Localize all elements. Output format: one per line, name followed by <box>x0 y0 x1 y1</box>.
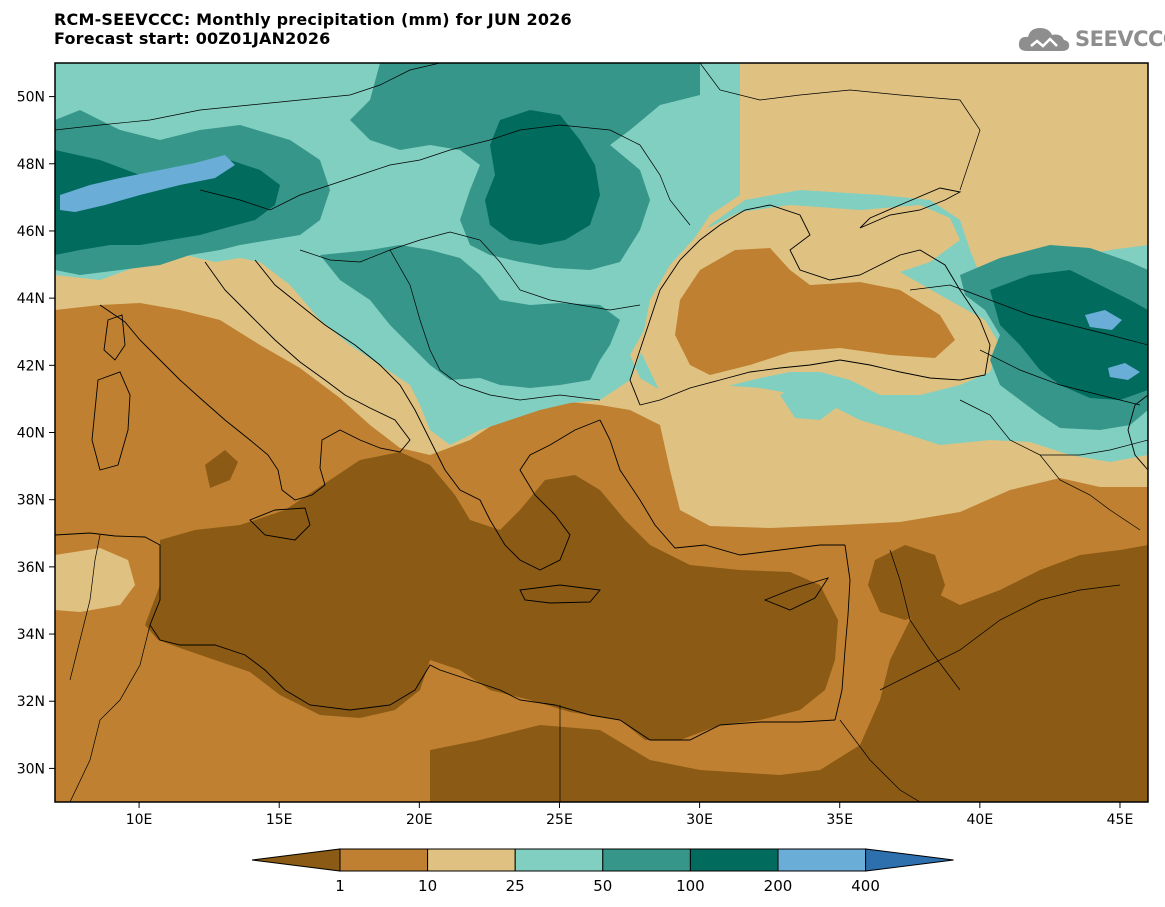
lon-label: 30E <box>686 812 713 828</box>
legend-label: 10 <box>418 877 437 895</box>
legend-label: 100 <box>676 877 705 895</box>
legend-swatch <box>690 849 778 871</box>
legend-label: 400 <box>851 877 880 895</box>
lat-label: 42N <box>17 358 45 374</box>
lat-label: 48N <box>17 157 45 173</box>
legend-swatch <box>515 849 603 871</box>
lon-label: 10E <box>126 812 153 828</box>
lat-label: 34N <box>17 627 45 643</box>
precipitation-field <box>55 63 1148 802</box>
lat-label: 38N <box>17 493 45 509</box>
legend-arrow-high <box>866 849 954 871</box>
legend-label: 50 <box>593 877 612 895</box>
lat-label: 36N <box>17 560 45 576</box>
legend-swatch <box>778 849 866 871</box>
legend-swatch <box>340 849 428 871</box>
lat-label: 32N <box>17 694 45 710</box>
legend-arrow-low <box>252 849 340 871</box>
latitude-axis: 50N 48N 46N 44N 42N 40N 38N 36N 34N 32N 30N <box>17 90 55 778</box>
longitude-axis: 10E 15E 20E 25E 30E 35E 40E 45E <box>126 802 1134 828</box>
legend-label: 1 <box>335 877 345 895</box>
lat-label: 40N <box>17 426 45 442</box>
lon-label: 20E <box>406 812 433 828</box>
legend-swatch <box>603 849 691 871</box>
lon-label: 35E <box>826 812 853 828</box>
lon-label: 45E <box>1107 812 1134 828</box>
legend-label: 25 <box>506 877 525 895</box>
lat-label: 46N <box>17 224 45 240</box>
lon-label: 40E <box>967 812 994 828</box>
lat-label: 50N <box>17 90 45 106</box>
lon-label: 25E <box>546 812 573 828</box>
lat-label: 30N <box>17 761 45 777</box>
legend-colorbar: 1 10 25 50 100 200 400 <box>252 849 954 895</box>
lon-label: 15E <box>266 812 293 828</box>
lat-label: 44N <box>17 291 45 307</box>
legend-swatch <box>428 849 516 871</box>
legend-label: 200 <box>764 877 793 895</box>
